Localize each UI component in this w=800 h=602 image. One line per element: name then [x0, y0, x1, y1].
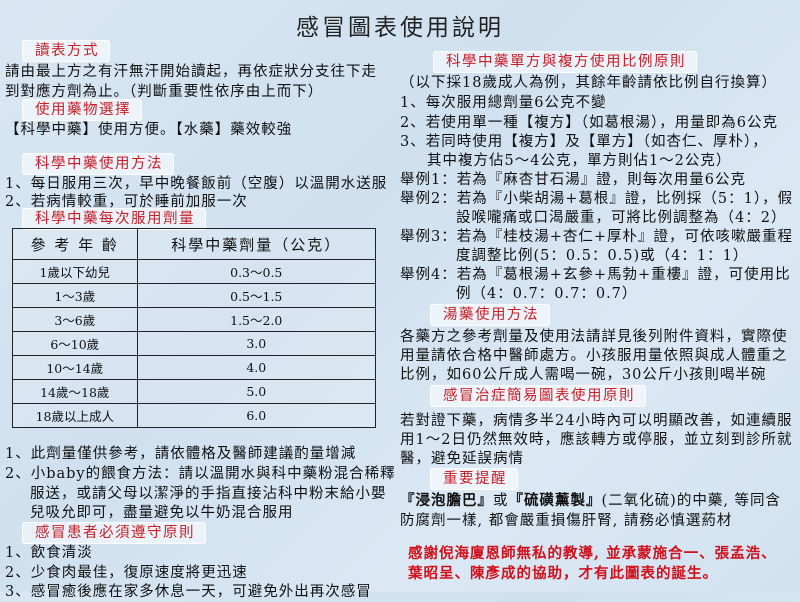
age-cell: 18歲以上成人 — [12, 403, 138, 428]
text-line: 2、少食肉最佳，復原速度將更迅速 — [5, 565, 248, 581]
text-line: 兒吸允即可，盡量避免以牛奶混合服用 — [30, 505, 294, 521]
column-header: 參 考 年 齡 — [12, 228, 138, 260]
text-line: 到對應方劑為止。（判斷重要性依序由上而下） — [5, 84, 324, 100]
text-line: 3、感冒癒後應在家多休息一天，可避免外出再次感冒 — [5, 584, 372, 600]
section-header-principle: 感冒治症簡易圖表使用原則 — [430, 385, 646, 407]
age-cell: 6～10歲 — [12, 331, 138, 356]
section-header-rules: 感冒患者必須遵守原則 — [22, 522, 206, 544]
text-line: 例（4：0.7：0.7：0.7） — [456, 286, 638, 302]
text-line: 舉例3：若為『桂枝湯+杏仁+厚朴』證，可依咳嗽嚴重程 — [400, 229, 794, 245]
text-line: 舉例4：若為『葛根湯+玄參+馬勃+重樓』證，可使用比 — [400, 267, 791, 283]
section-header-usage: 科學中藥使用方法 — [22, 153, 174, 175]
age-cell: 10～14歲 — [12, 355, 138, 380]
age-cell: 1歲以下幼兒 — [12, 259, 138, 284]
table-row: 1～3歲 0.5～1.5 — [12, 283, 377, 308]
reminder-line: 『浸泡膽巴』或『硫磺薰製』(二氧化硫)的中藥, 等同含 — [400, 491, 781, 511]
dose-cell: 4.0 — [136, 355, 377, 380]
section-header-dosage: 科學中藥每次服用劑量 — [22, 208, 206, 230]
age-cell: 1～3歲 — [12, 283, 138, 308]
text-line: 舉例1：若為『麻杏甘石湯』證，則每次用量6公克 — [400, 172, 746, 188]
text-line: 舉例2：若為『小柴胡湯+葛根』證，比例採（5：1），假 — [400, 191, 794, 207]
text-line: 其中複方佔5～4公克，單方則佔1～2公克） — [427, 153, 732, 169]
section-header-read: 讀表方式 — [22, 40, 110, 62]
dose-cell: 0.3～0.5 — [136, 259, 377, 284]
text-line: 1、每次服用總劑量6公克不變 — [400, 95, 607, 111]
dosage-table: 參 考 年 齡 科學中藥劑量（公克） 1歲以下幼兒 0.3～0.5 1～3歲 0.5… — [12, 228, 377, 428]
text-line: 用量請依合格中醫師處方。小孩服用量依照與成人體重之 — [400, 348, 788, 364]
text-line: 設喉嚨痛或口渴嚴重，可將比例調整為（4：2） — [456, 210, 787, 226]
table-header-row: 參 考 年 齡 科學中藥劑量（公克） — [12, 228, 377, 260]
dose-cell: 6.0 — [136, 403, 377, 428]
text-line: 醫，避免延誤病情 — [400, 451, 524, 467]
dose-cell: 5.0 — [136, 379, 377, 404]
text-line: 若對證下藥，病情多半24小時內可以明顯改善，如連續服 — [400, 413, 793, 429]
table-row: 10～14歲 4.0 — [12, 355, 377, 380]
page-title: 感冒圖表使用說明 — [296, 15, 504, 41]
text-line: 度調整比例(5：0.5：0.5)或（4：1：1） — [456, 248, 749, 264]
table-row: 14歲～18歲 5.0 — [12, 379, 377, 404]
section-header-reminder: 重要提醒 — [430, 468, 518, 490]
table-row: 6～10歲 3.0 — [12, 331, 377, 356]
text-span: (二氧化硫)的中藥, 等同含 — [601, 493, 782, 509]
text-line: 請由最上方之有汗無汗開始讀起，再依症狀分支往下走 — [5, 64, 377, 80]
text-line: 2、若使用單一種【複方】（如葛根湯），用量即為6公克 — [400, 115, 778, 131]
dose-cell: 1.5～2.0 — [136, 307, 377, 332]
text-line: 3、若同時使用【複方】及【單方】（如杏仁、厚朴）， — [400, 134, 768, 150]
text-line: 防腐劑一樣, 都會嚴重損傷肝腎, 請務必慎選葯材 — [400, 513, 733, 529]
column-header: 科學中藥劑量（公克） — [136, 228, 377, 260]
text-line: 用1～2日仍然無效時，應該轉方或停服，並立刻到診所就 — [400, 432, 793, 448]
section-header-decoction: 湯藥使用方法 — [430, 304, 550, 326]
text-span: 或 — [493, 493, 509, 509]
dose-cell: 0.5～1.5 — [136, 283, 377, 308]
text-line: （以下採18歲成人為例，其餘年齡請依比例自行換算） — [400, 75, 777, 91]
section-header-choice: 使用藥物選擇 — [22, 99, 142, 121]
age-cell: 3～6歲 — [12, 307, 138, 332]
text-line: 2、小baby的餵食方法：請以溫開水與科中藥粉混合稀釋 — [5, 466, 396, 482]
dose-cell: 3.0 — [136, 331, 377, 356]
bold-term: 『浸泡膽巴』 — [400, 492, 493, 509]
text-line: 比例，如60公斤成人需喝一碗，30公斤小孩則喝半碗 — [400, 367, 767, 383]
age-cell: 14歲～18歲 — [12, 379, 138, 404]
thanks-line: 葉昭呈、陳彥成的協助，才有此圖表的誕生。 — [408, 565, 718, 582]
bold-term: 『硫磺薰製』 — [508, 492, 602, 509]
text-line: 1、此劑量僅供參考，請依體格及醫師建議酌量增減 — [5, 446, 357, 462]
text-line: 服送，或請父母以潔淨的手指直接沾科中粉末給小嬰 — [30, 486, 387, 502]
text-line: 【科學中藥】使用方便。【水藥】藥效較強 — [5, 122, 293, 138]
section-header-ratio: 科學中藥單方與複方使用比例原則 — [433, 51, 697, 73]
table-row: 1歲以下幼兒 0.3～0.5 — [12, 259, 377, 284]
text-line: 1、飲食清淡 — [5, 545, 93, 561]
text-line: 2、若病情較重，可於睡前加服一次 — [5, 194, 248, 210]
thanks-line: 感謝倪海廈恩師無私的教導, 並承蒙施合一、張孟浩、 — [408, 545, 777, 562]
table-row: 3～6歲 1.5～2.0 — [12, 307, 377, 332]
text-line: 1、每日服用三次，早中晚餐飯前（空腹）以溫開水送服 — [5, 176, 388, 192]
table-row: 18歲以上成人 6.0 — [12, 403, 377, 428]
text-line: 各藥方之參考劑量及使用法請詳見後列附件資料，實際使 — [400, 329, 788, 345]
